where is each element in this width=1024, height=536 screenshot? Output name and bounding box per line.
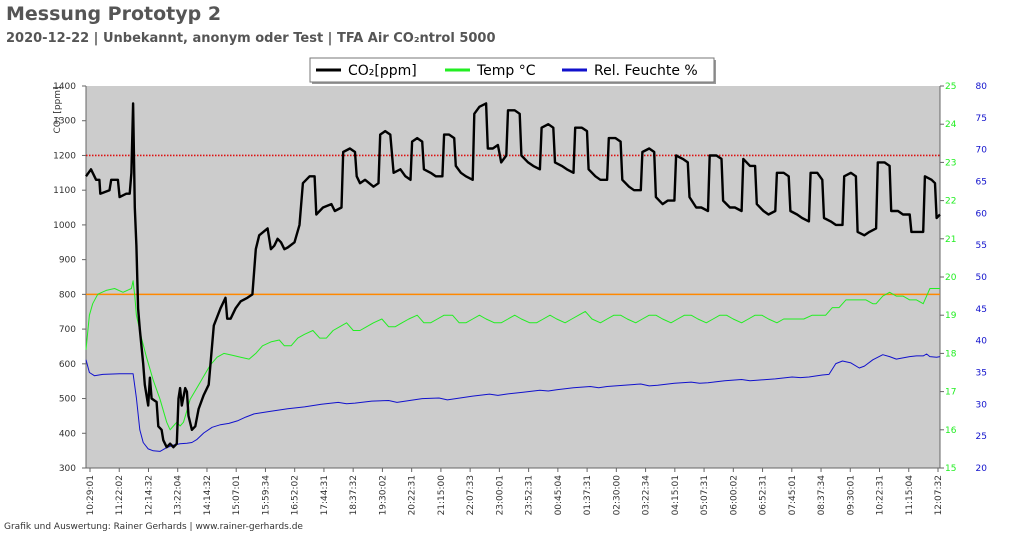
y-right-temp-tick-label: 22 — [945, 197, 956, 207]
page-subtitle: 2020-12-22 | Unbekannt, anonym oder Test… — [6, 31, 496, 46]
x-tick-label: 10:29:01 — [86, 475, 96, 515]
x-tick-label: 19:30:02 — [378, 475, 388, 515]
x-tick-label: 21:15:00 — [437, 475, 447, 516]
x-tick-label: 15:59:34 — [261, 475, 271, 516]
y-right-humidity-tick-label: 55 — [976, 241, 987, 251]
x-tick-label: 11:22:02 — [115, 475, 125, 515]
y-left-tick-label: 1300 — [53, 117, 76, 127]
y-left-tick-label: 1100 — [53, 186, 76, 196]
footer-credit: Grafik und Auswertung: Rainer Gerhards |… — [4, 522, 303, 532]
temp-series-line — [85, 280, 940, 431]
y-right-humidity-tick-label: 70 — [976, 146, 988, 156]
x-tick-label: 23:00:01 — [495, 475, 505, 515]
y-left-tick-label: 400 — [59, 429, 76, 439]
legend-label: Temp °C — [476, 63, 536, 79]
x-tick-label: 13:22:04 — [174, 475, 184, 516]
y-right-temp-tick-label: 19 — [945, 311, 957, 321]
y-right-humidity-tick-label: 75 — [976, 114, 987, 124]
x-tick-label: 20:22:31 — [408, 475, 418, 515]
series-lines — [85, 102, 941, 452]
x-tick-label: 06:00:02 — [729, 475, 739, 515]
y-right-temp-tick-label: 25 — [945, 82, 956, 92]
x-tick-label: 18:37:32 — [349, 475, 359, 515]
y-right-humidity-tick-label: 30 — [976, 400, 988, 410]
y-right-humidity-tick-label: 40 — [976, 337, 988, 347]
x-tick-label: 08:37:34 — [817, 475, 827, 516]
legend-box — [309, 57, 715, 83]
y-right-humidity-tick-label: 80 — [976, 82, 988, 92]
y-right-humidity-tick-label: 25 — [976, 432, 987, 442]
x-tick-label: 23:52:31 — [525, 475, 535, 515]
y-right-temp-tick-label: 18 — [945, 349, 957, 359]
legend-label: CO₂[ppm] — [348, 63, 417, 79]
y-right-temp-tick-label: 17 — [945, 388, 956, 398]
x-tick-label: 10:22:31 — [876, 475, 886, 515]
y-right-humidity-tick-label: 35 — [976, 369, 987, 379]
y-left-tick-label: 300 — [59, 464, 76, 474]
y-right-temp-tick-label: 20 — [945, 273, 957, 283]
y-right-humidity-tick-label: 45 — [976, 305, 987, 315]
y-left-tick-label: 900 — [59, 256, 76, 266]
x-tick-label: 06:52:31 — [759, 475, 769, 515]
x-tick-label: 09:30:01 — [846, 475, 856, 515]
x-tick-label: 03:22:34 — [642, 475, 652, 516]
x-tick-label: 00:45:04 — [554, 475, 564, 516]
legend: CO₂[ppm] Temp °C Rel. Feuchte % — [309, 57, 716, 84]
y-left-tick-label: 700 — [59, 325, 76, 335]
x-tick-label: 05:07:31 — [700, 475, 710, 515]
y-left-tick-label: 1400 — [53, 82, 76, 92]
y-right-temp-tick-label: 15 — [945, 464, 956, 474]
x-tick-label: 04:15:01 — [671, 475, 681, 515]
x-tick-label: 14:14:32 — [203, 475, 213, 515]
x-tick-label: 12:07:32 — [934, 475, 944, 515]
y-left-tick-label: 600 — [59, 360, 76, 370]
y-right-humidity-tick-label: 20 — [976, 464, 988, 474]
x-tick-label: 15:07:01 — [232, 475, 242, 515]
x-tick-label: 01:37:31 — [583, 475, 593, 515]
y-right-humidity-tick-label: 65 — [976, 178, 987, 188]
page-title: Messung Prototyp 2 — [6, 3, 222, 25]
plot-area — [86, 86, 940, 468]
y-right-temp-tick-label: 23 — [945, 158, 956, 168]
y-right-temp-tick-label: 16 — [945, 426, 957, 436]
legend-label: Rel. Feuchte % — [594, 63, 698, 79]
x-tick-label: 11:15:04 — [905, 475, 915, 516]
y-axis-label: CO₂ [ppm] — [53, 86, 63, 133]
x-tick-label: 07:45:01 — [788, 475, 798, 515]
y-right-humidity-tick-label: 60 — [976, 209, 988, 219]
x-tick-label: 12:14:32 — [144, 475, 154, 515]
axes: 300 400 500 600 700 800 900 1000 1100 1200 1300 140… — [53, 82, 987, 515]
x-tick-label: 02:30:00 — [612, 475, 622, 516]
y-right-temp-tick-label: 21 — [945, 235, 956, 245]
x-tick-label: 17:44:31 — [320, 475, 330, 515]
y-right-humidity-tick-label: 50 — [976, 273, 988, 283]
co2-series-line — [85, 102, 941, 449]
y-left-tick-label: 500 — [59, 395, 76, 405]
y-left-tick-label: 1000 — [53, 221, 76, 231]
x-tick-label: 16:52:02 — [291, 475, 301, 515]
y-left-tick-label: 800 — [59, 290, 76, 300]
x-tick-label: 22:07:33 — [466, 475, 476, 515]
humidity-series-line — [85, 353, 941, 452]
y-left-tick-label: 1200 — [53, 151, 76, 161]
y-right-temp-tick-label: 24 — [945, 120, 957, 130]
reference-lines — [86, 154, 940, 296]
